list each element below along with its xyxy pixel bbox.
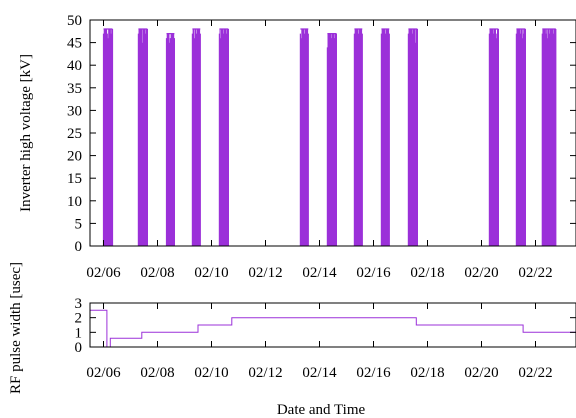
- voltage-y-tick-label: 30: [67, 103, 82, 119]
- voltage-axes: 0 5 10 15 20 25 30 35 40 45 50 02/06 02/08 02/10 02/12…: [67, 13, 576, 281]
- voltage-panel: 0 5 10 15 20 25 30 35 40 45 50 02/06 02/08 02/10 02/12…: [18, 13, 576, 281]
- voltage-x-tick-label: 02/08: [140, 265, 174, 281]
- voltage-burst: [299, 28, 309, 246]
- pulse-width-x-tick-label: 02/14: [302, 365, 337, 381]
- voltage-burst: [191, 28, 201, 246]
- voltage-burst: [218, 28, 229, 246]
- pulse-width-x-tick-label: 02/16: [356, 365, 391, 381]
- voltage-y-tick-label: 25: [67, 126, 82, 142]
- voltage-x-tick-label: 02/16: [356, 265, 391, 281]
- voltage-burst: [515, 28, 526, 246]
- voltage-series: [102, 28, 557, 246]
- voltage-burst: [407, 28, 418, 246]
- voltage-x-tick-label: 02/12: [248, 265, 282, 281]
- pulse-width-x-tick-label: 02/22: [518, 365, 552, 381]
- voltage-y-tick-label: 45: [67, 36, 82, 52]
- pulse-width-x-tick-label: 02/20: [464, 365, 498, 381]
- pulse-width-x-tick-label: 02/10: [194, 365, 228, 381]
- voltage-x-tick-label: 02/06: [86, 265, 121, 281]
- voltage-x-tick-label: 02/20: [464, 265, 498, 281]
- pulse-width-x-tick-label: 02/06: [86, 365, 121, 381]
- pulse-width-y-tick-label: 1: [75, 325, 83, 341]
- x-axis-label: Date and Time: [277, 402, 366, 418]
- voltage-burst: [380, 28, 390, 246]
- pulse-width-x-tick-label: 02/12: [248, 365, 282, 381]
- pulse-width-plot-frame: [89, 302, 576, 348]
- voltage-y-tick-label: 5: [75, 216, 83, 232]
- pulse-width-y-tick-label: 0: [75, 340, 83, 356]
- voltage-y-tick-label: 10: [67, 194, 82, 210]
- pulse-width-y-axis-label: RF pulse width [usec]: [8, 262, 24, 394]
- voltage-y-tick-label: 40: [67, 58, 82, 74]
- voltage-burst: [488, 28, 499, 246]
- pulse-width-series: [90, 309, 576, 348]
- pulse-width-x-tick-label: 02/08: [140, 365, 174, 381]
- voltage-x-tick-label: 02/22: [518, 265, 552, 281]
- voltage-y-tick-label: 50: [67, 13, 82, 29]
- voltage-x-tick-label: 02/18: [410, 265, 444, 281]
- pulse-width-y-tick-label: 3: [75, 296, 83, 312]
- voltage-burst: [165, 33, 175, 246]
- pulse-width-x-tick-label: 02/18: [410, 365, 444, 381]
- voltage-y-axis-label: Inverter high voltage [kV]: [18, 54, 34, 212]
- pulse-width-y-tick-label: 2: [75, 311, 83, 327]
- voltage-x-tick-label: 02/14: [302, 265, 337, 281]
- voltage-burst: [326, 33, 337, 246]
- voltage-burst: [353, 28, 363, 246]
- voltage-burst: [541, 28, 557, 246]
- voltage-burst: [137, 28, 148, 246]
- voltage-y-tick-label: 15: [67, 171, 82, 187]
- voltage-y-tick-label: 20: [67, 149, 82, 165]
- voltage-y-tick-label: 35: [67, 81, 82, 97]
- voltage-y-tick-label: 0: [75, 239, 83, 255]
- voltage-x-tick-label: 02/10: [194, 265, 228, 281]
- voltage-burst: [102, 28, 114, 246]
